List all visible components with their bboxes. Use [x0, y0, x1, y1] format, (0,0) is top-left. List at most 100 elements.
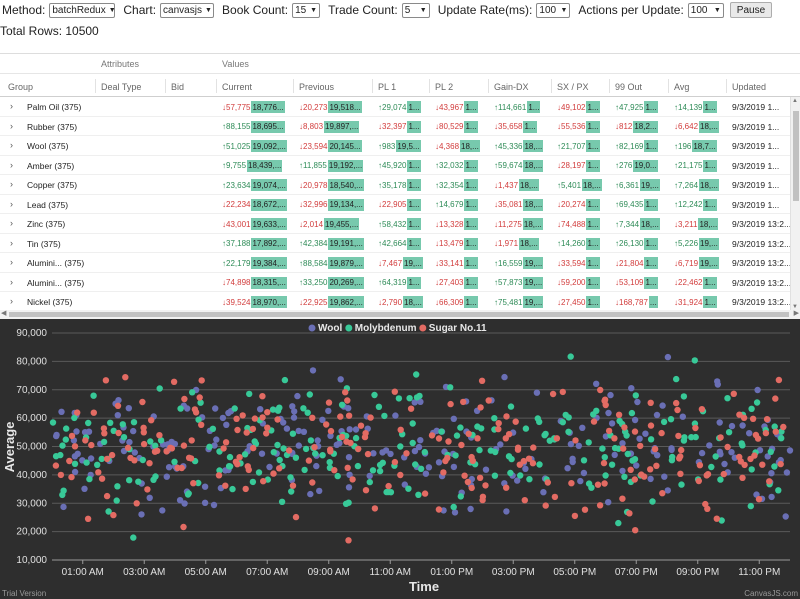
scatter-point: [487, 447, 494, 454]
column-header-sx-px[interactable]: SX / PX: [557, 82, 589, 92]
table-row[interactable]: › Tin (375) ↑37,188 17,892,... ↑42,384 19,191…: [0, 234, 791, 253]
scatter-point: [239, 412, 246, 419]
scatter-point: [608, 461, 616, 468]
scatter-point: [728, 449, 735, 456]
scatter-point: [110, 511, 117, 519]
table-row[interactable]: › Lead (375) ↓22,234 18,672,... ↓32,996 19,13…: [0, 195, 790, 214]
expand-chevron-icon[interactable]: ›: [10, 276, 13, 287]
table-row[interactable]: › Nickel (375) ↓39,524 18,970,... ↓22,925 19,…: [0, 292, 791, 310]
scatter-point: [206, 443, 213, 450]
value-cell: ↑42,384 19,191,...: [299, 237, 371, 250]
scatter-point: [181, 500, 188, 507]
updated-cell: 9/3/2019 13:2...: [732, 258, 792, 268]
scroll-up-icon[interactable]: ▲: [792, 98, 798, 104]
scrollbar-thumb[interactable]: [9, 312, 789, 317]
scatter-point: [607, 391, 614, 399]
method-select[interactable]: batchRedux ▼: [49, 2, 116, 18]
scatter-point: [447, 384, 454, 391]
change-value: ↓3,211: [674, 219, 698, 229]
scrollbar-thumb[interactable]: [793, 111, 799, 201]
expand-chevron-icon[interactable]: ›: [10, 120, 13, 131]
column-header-pl-1[interactable]: PL 1: [378, 82, 397, 92]
column-separator[interactable]: [609, 79, 610, 93]
column-header-99-out[interactable]: 99 Out: [615, 82, 643, 92]
scatter-point: [264, 424, 271, 431]
expand-chevron-icon[interactable]: ›: [10, 101, 13, 111]
scatter-point: [270, 470, 277, 477]
value-bar: 18,...: [640, 218, 660, 230]
pause-button[interactable]: Pause: [729, 2, 773, 18]
column-header-avg[interactable]: Avg: [674, 82, 690, 92]
trade-count-select[interactable]: 5 ▼: [401, 2, 430, 18]
table-row[interactable]: › Copper (375) ↑23,634 19,074,... ↓20,978 18,…: [0, 175, 790, 195]
table-row[interactable]: › Zinc (375) ↓43,001 19,633,... ↓2,014 19,455…: [0, 214, 791, 234]
scatter-point: [157, 437, 165, 444]
column-header-pl-2[interactable]: PL 2: [435, 82, 454, 92]
column-separator[interactable]: [551, 79, 552, 93]
column-separator[interactable]: [429, 79, 430, 93]
expand-chevron-icon[interactable]: ›: [10, 140, 13, 150]
actions-per-update-select[interactable]: 100 ▼: [687, 2, 724, 18]
update-rate-select[interactable]: 100 ▼: [536, 2, 571, 18]
expand-chevron-icon[interactable]: ›: [10, 179, 13, 189]
table-row[interactable]: › Amber (375) ↑9,755 18,439,... ↑11,855 19,19…: [0, 156, 790, 175]
table-row[interactable]: › Alumini... (375) ↓74,898 18,315,... ↑33,25…: [0, 273, 791, 292]
column-separator[interactable]: [372, 79, 373, 93]
table-row[interactable]: › Alumini... (375) ↑22,179 19,384,... ↑88,58…: [0, 253, 792, 273]
table-row[interactable]: › Rubber (375) ↑88,155 18,695... ↓8,803 19,89…: [0, 117, 790, 136]
value-cell: ↓6,719 19,...: [674, 257, 726, 269]
column-header-group[interactable]: Group: [8, 82, 34, 92]
scatter-point: [559, 388, 566, 396]
scatter-point: [417, 465, 425, 472]
horizontal-scrollbar[interactable]: ◀ ▶: [0, 310, 800, 319]
change-value: ↓812: [615, 122, 633, 131]
change-value: ↓27,450: [557, 297, 586, 307]
table-row[interactable]: › Wool (375) ↑51,025 19,092,... ↓23,594 20,14…: [0, 136, 790, 156]
expand-chevron-icon[interactable]: ›: [10, 198, 13, 209]
change-value: ↓57,775: [222, 102, 251, 112]
scatter-point: [458, 441, 465, 449]
column-separator[interactable]: [216, 79, 217, 93]
scatter-point: [152, 442, 159, 449]
column-separator[interactable]: [488, 79, 489, 93]
value-bar: 1...: [703, 159, 717, 172]
column-header-deal-type[interactable]: Deal Type: [101, 82, 142, 92]
expand-chevron-icon[interactable]: ›: [10, 296, 13, 306]
vertical-scrollbar[interactable]: ▲ ▼: [790, 97, 800, 310]
expand-chevron-icon[interactable]: ›: [10, 159, 13, 170]
change-value: ↓7,467: [378, 258, 403, 268]
column-separator[interactable]: [165, 79, 166, 93]
expand-chevron-icon[interactable]: ›: [10, 257, 13, 267]
scatter-point: [649, 498, 656, 505]
column-header-bid[interactable]: Bid: [171, 82, 185, 92]
column-header-current[interactable]: Current: [222, 82, 253, 92]
chart-select[interactable]: canvasjs ▼: [160, 2, 215, 18]
scatter-point: [590, 418, 598, 425]
scatter-point: [476, 474, 484, 481]
change-value: ↑14,260: [557, 239, 586, 248]
column-header-updated[interactable]: Updated: [732, 82, 767, 92]
column-header-gain-dx[interactable]: Gain-DX: [494, 82, 529, 92]
expand-chevron-icon[interactable]: ›: [10, 218, 13, 228]
column-separator[interactable]: [726, 79, 727, 93]
value-bar: 19,384,...: [251, 257, 287, 269]
scatter-point: [291, 408, 298, 415]
scatter-point: [147, 438, 154, 445]
legend-label: Molybdenum: [355, 323, 417, 334]
book-count-select[interactable]: 15 ▼: [292, 2, 321, 18]
scatter-point: [195, 416, 202, 423]
column-separator[interactable]: [95, 79, 96, 93]
value-bar: 1...: [407, 120, 421, 133]
scroll-left-icon[interactable]: ◀: [1, 310, 7, 317]
change-value: ↑12,242: [674, 200, 703, 209]
column-header-previous[interactable]: Previous: [299, 82, 335, 92]
column-separator[interactable]: [293, 79, 294, 93]
column-separator[interactable]: [668, 79, 669, 93]
value-bar: 18,...: [582, 179, 602, 191]
row-group-name: Zinc (375): [27, 219, 66, 229]
scroll-down-icon[interactable]: ▼: [792, 304, 798, 310]
table-row[interactable]: › Palm Oil (375) ↓57,775 18,776... ↓20,273 19…: [0, 97, 790, 117]
expand-chevron-icon[interactable]: ›: [10, 237, 13, 248]
scatter-point: [71, 460, 79, 467]
scroll-right-icon[interactable]: ▶: [793, 310, 799, 317]
